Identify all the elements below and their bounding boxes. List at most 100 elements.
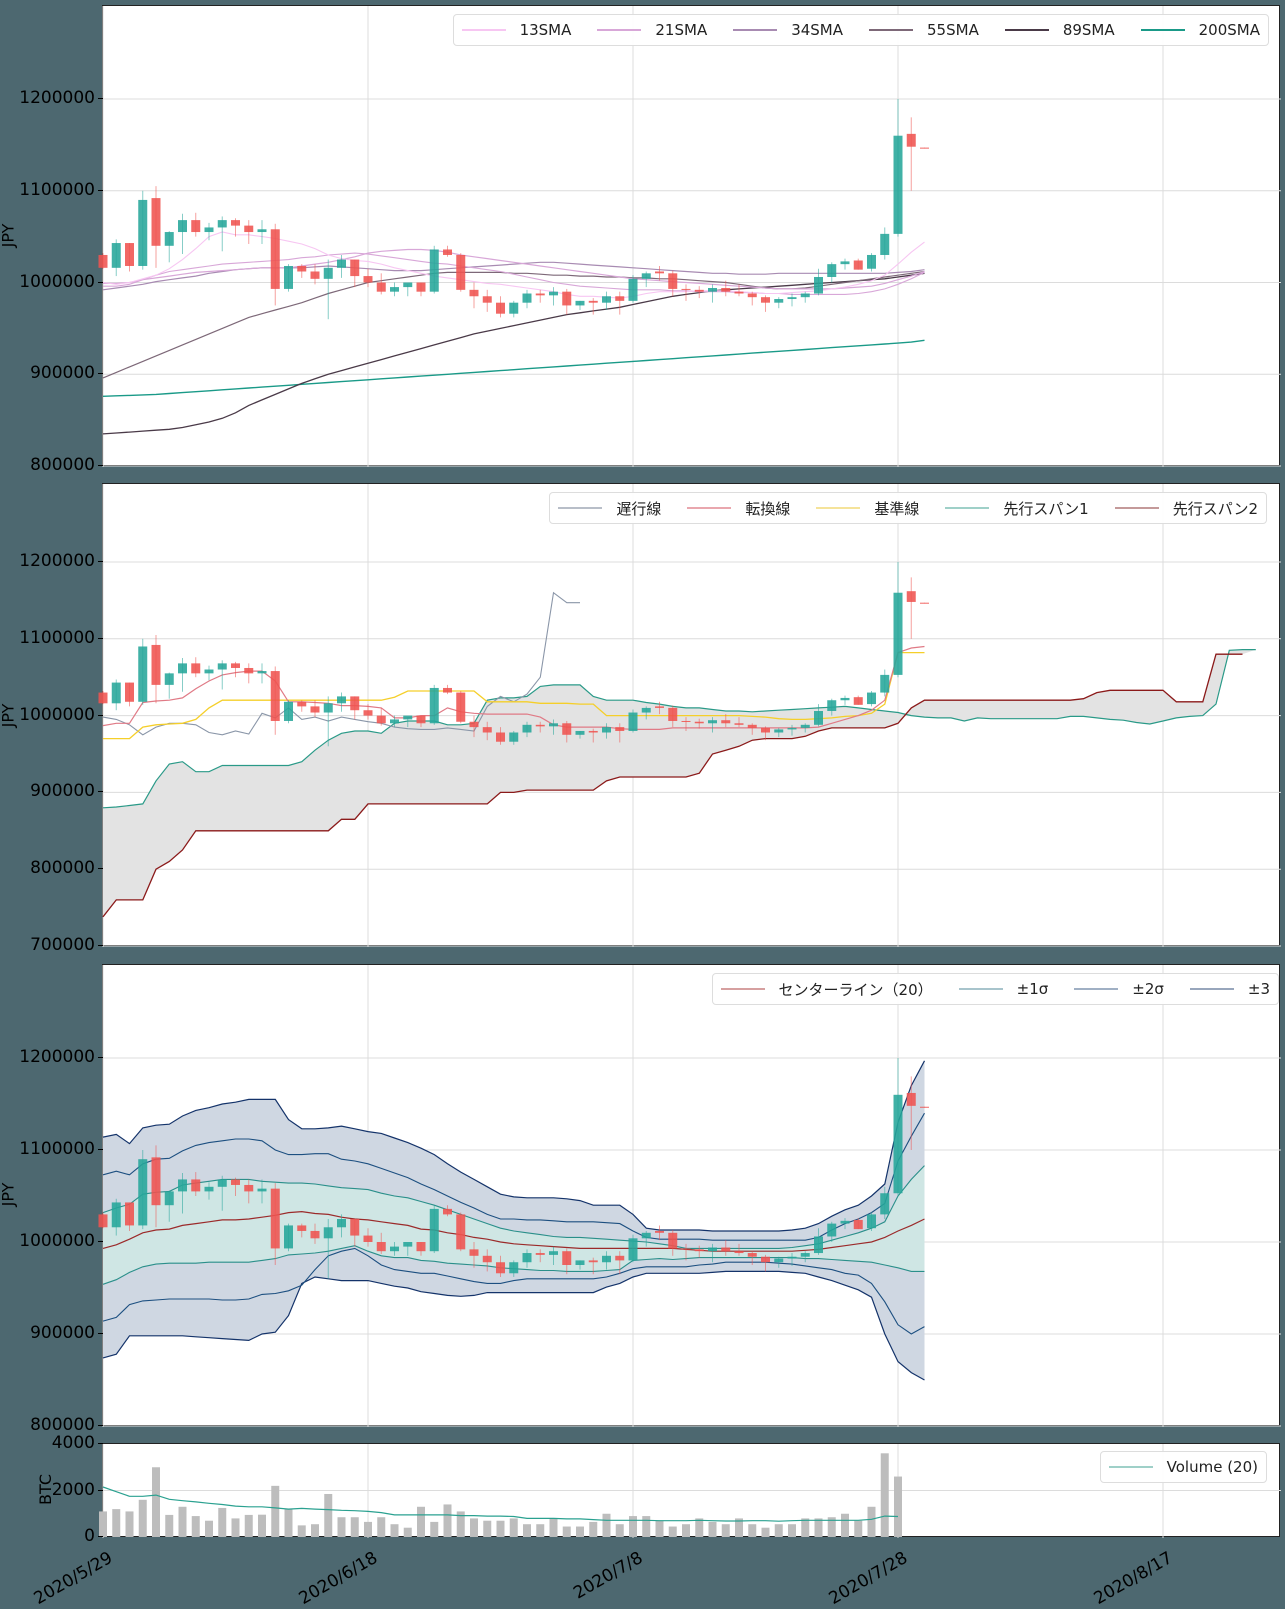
candle [376, 1232, 386, 1254]
candle [522, 289, 532, 309]
legend-line-icon [945, 507, 990, 509]
bollinger-chart-plot [98, 965, 1281, 1427]
candle [800, 723, 810, 733]
legend-line-icon [869, 29, 914, 31]
candle [323, 696, 333, 747]
candle [403, 715, 413, 728]
volume-bar [814, 1518, 823, 1537]
series-line [102, 1060, 926, 1232]
volume-bar [774, 1524, 783, 1537]
candle [416, 715, 426, 728]
candle [111, 239, 121, 277]
legend-line-icon [1189, 988, 1234, 990]
legend-line-icon [597, 29, 642, 31]
candle [138, 1150, 148, 1230]
volume-bar [589, 1521, 598, 1537]
volume-bar [364, 1521, 372, 1537]
series-line [102, 1112, 925, 1241]
volume-bar [880, 1453, 889, 1537]
candle [310, 700, 320, 718]
candle [98, 1212, 108, 1229]
volume-bar [841, 1513, 849, 1537]
volume-bar [668, 1526, 677, 1537]
volume-bar [854, 1520, 863, 1537]
candle [443, 245, 452, 257]
candle [323, 1219, 333, 1279]
volume-bar [231, 1518, 240, 1537]
candle [125, 243, 134, 272]
candle [138, 190, 148, 270]
volume-bar [350, 1517, 359, 1537]
sma-chart-plot [98, 6, 1281, 467]
volume-bar [827, 1517, 836, 1537]
volume-bar [549, 1518, 558, 1537]
volume-bar [788, 1524, 796, 1537]
candle [337, 254, 346, 278]
candle [827, 262, 837, 283]
candle [297, 1223, 307, 1238]
candle [628, 275, 638, 303]
legend-kijun: 基準線 [816, 498, 919, 519]
candle [191, 657, 201, 678]
volume-bar [655, 1520, 664, 1537]
candle [469, 282, 479, 309]
candle [244, 663, 254, 684]
candle [668, 705, 678, 728]
legend-bb-center: センターライン（20） [720, 979, 933, 1000]
candle [814, 704, 823, 727]
candle [893, 99, 903, 237]
candle [721, 714, 731, 728]
candle [469, 1242, 479, 1268]
candle [721, 280, 731, 297]
band-fill [103, 649, 1256, 917]
volume-bar [205, 1520, 213, 1537]
volume-bar [191, 1516, 200, 1537]
bollinger-y-axis-label: JPY [0, 1182, 18, 1207]
candle [628, 1234, 638, 1263]
candle [284, 1223, 293, 1252]
candle [151, 1145, 161, 1228]
candle [337, 1214, 346, 1238]
volume-bar [629, 1516, 637, 1537]
candle [920, 147, 929, 149]
candle [535, 289, 545, 303]
candle [125, 682, 134, 707]
candle [509, 1260, 519, 1277]
candle [615, 723, 625, 743]
candle [575, 730, 585, 739]
legend-34sma: 34SMA [733, 21, 843, 39]
legend-line-icon [1108, 1466, 1153, 1468]
candle [456, 253, 466, 292]
candle [641, 271, 651, 288]
candle [761, 1254, 770, 1272]
candle [602, 723, 611, 739]
candle [575, 1260, 585, 1270]
volume-bar [390, 1524, 399, 1537]
candle [257, 220, 267, 244]
candle [323, 259, 333, 320]
candle [549, 719, 558, 735]
candle [231, 1177, 240, 1196]
candle [853, 258, 863, 270]
candle [191, 212, 201, 237]
candle [734, 1243, 744, 1256]
volume-legend: Volume (20) [1099, 1451, 1267, 1483]
candle [125, 1202, 134, 1231]
candle [880, 669, 890, 697]
candle [164, 672, 174, 699]
candle [920, 1106, 929, 1108]
candle [429, 245, 439, 294]
candle [456, 1212, 466, 1252]
legend-200sma: 200SMA [1140, 21, 1260, 39]
candle [549, 287, 558, 306]
candle [482, 721, 492, 741]
series-line [103, 252, 925, 295]
legend-89sma: 89SMA [1004, 21, 1115, 39]
y-tick-label: 800000 [30, 455, 103, 475]
candle [588, 728, 598, 743]
candle [761, 295, 770, 312]
y-tick-label: 900000 [30, 1323, 103, 1343]
candle [708, 284, 717, 303]
volume-bar [748, 1524, 757, 1537]
sma-legend: 13SMA 21SMA 34SMA 55SMA 89SMA 200SMA [452, 14, 1269, 46]
